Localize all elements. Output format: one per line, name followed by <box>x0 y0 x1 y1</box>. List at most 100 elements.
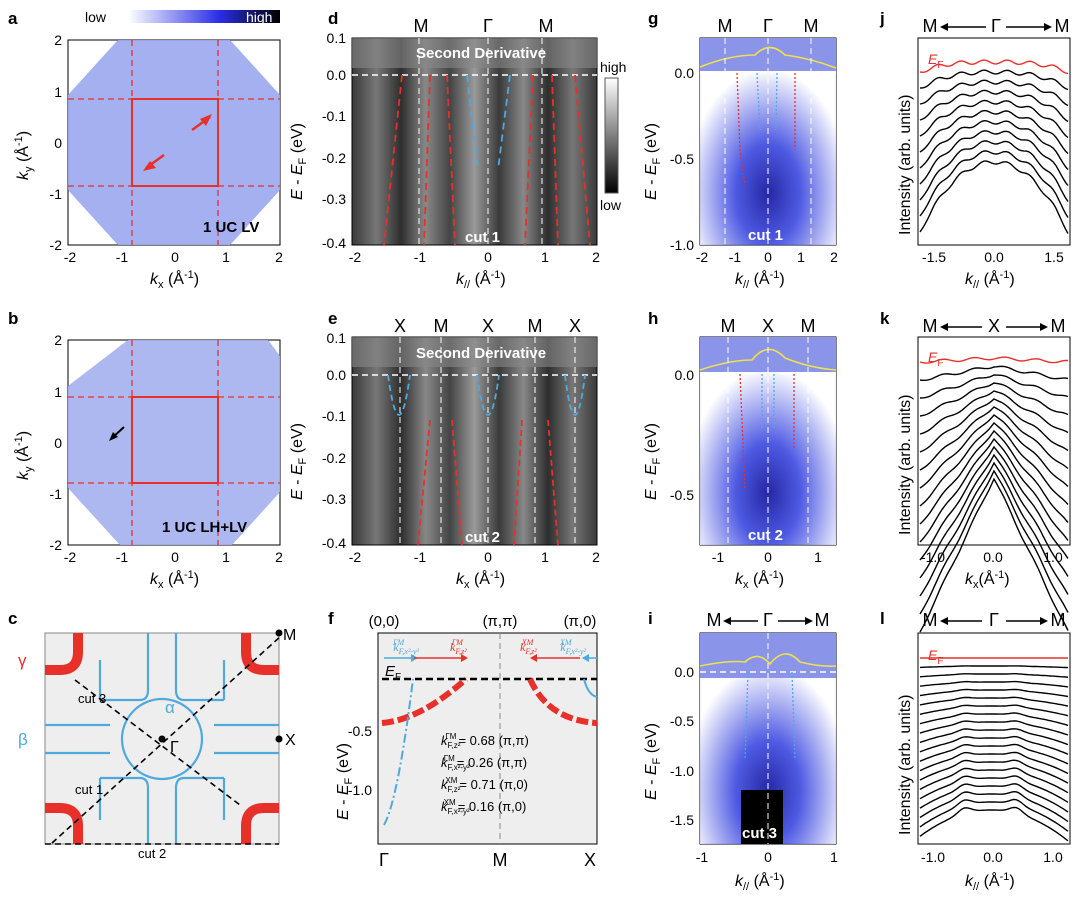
svg-text:-2: -2 <box>696 249 709 265</box>
band-dispersion <box>387 374 586 416</box>
svg-text:-1.0: -1.0 <box>670 237 694 253</box>
mdc-curve <box>919 665 1069 669</box>
svg-text:E - EF (eV): E - EF (eV) <box>643 123 663 200</box>
panel-label: e <box>328 309 337 328</box>
mdc-curve <box>919 437 1069 543</box>
svg-text:1: 1 <box>830 849 838 865</box>
svg-text:M: M <box>804 16 819 36</box>
mdc-curve <box>919 728 1069 746</box>
panel-j: j EF M Γ M -1.5 0.0 1.5 k// (Å-1) Intens… <box>879 9 1071 291</box>
svg-text:-1.0: -1.0 <box>348 782 372 798</box>
svg-text:-2: -2 <box>349 249 362 265</box>
panel-label: c <box>8 609 17 628</box>
y-axis-label: ky (Å-1) <box>13 431 35 480</box>
mdc-curve <box>919 798 1069 832</box>
mdc-curve <box>919 775 1069 803</box>
svg-text:-1.5: -1.5 <box>922 249 946 265</box>
svg-text:-0.4: -0.4 <box>322 535 346 551</box>
svg-text:(0,0): (0,0) <box>369 613 400 630</box>
svg-text:0.1: 0.1 <box>327 330 347 346</box>
svg-text:M: M <box>539 16 554 36</box>
cut-1-line <box>74 679 241 806</box>
svg-text:(π,0): (π,0) <box>564 613 597 630</box>
svg-text:M: M <box>1051 316 1066 336</box>
svg-text:-1.0: -1.0 <box>921 849 945 865</box>
y-ticks: 0.0 -0.5 <box>670 367 694 503</box>
x-ticks: -2 -1 0 1 2 <box>349 249 600 265</box>
svg-text:1: 1 <box>222 249 230 265</box>
svg-text:-1.5: -1.5 <box>670 812 694 828</box>
svg-text:0.0: 0.0 <box>327 67 347 83</box>
mdc-curve <box>919 89 1069 123</box>
svg-text:-1.0: -1.0 <box>921 549 945 565</box>
svg-text:E - EF (eV): E - EF (eV) <box>643 423 663 500</box>
svg-text:M: M <box>801 316 816 336</box>
y-ticks: 0.1 0.0 -0.1 -0.2 -0.3 -0.4 <box>322 30 346 251</box>
mdc-curve <box>919 696 1069 707</box>
svg-text:kF,x²-y²XM= 0.16 (π,0): kF,x²-y²XM = 0.16 (π,0) <box>441 798 526 816</box>
mdc-stack <box>919 356 1069 633</box>
panel-label: a <box>8 9 18 28</box>
svg-text:Γ: Γ <box>763 610 773 630</box>
svg-text:kF,x²-y²ΓM= 0.26 (π,π): kF,x²-y²ΓM = 0.26 (π,π) <box>441 754 527 772</box>
alpha-pocket <box>120 697 204 781</box>
svg-text:-0.5: -0.5 <box>670 713 694 729</box>
panel-label: h <box>648 309 658 328</box>
svg-text:k// (Å-1): k// (Å-1) <box>735 269 785 291</box>
svg-text:M: M <box>528 316 543 336</box>
mdc-curve <box>919 140 1069 202</box>
y-ticks: -0.5 -1.0 <box>348 723 372 798</box>
svg-text:-0.5: -0.5 <box>670 487 694 503</box>
svg-text:-0.2: -0.2 <box>322 450 346 466</box>
point-X-label: X <box>285 732 296 749</box>
panel-label: b <box>8 309 18 328</box>
mdc-curve <box>919 767 1069 794</box>
svg-text:Γ: Γ <box>379 850 389 870</box>
svg-text:0.0: 0.0 <box>984 249 1004 265</box>
svg-text:1: 1 <box>797 249 805 265</box>
svg-text:k// (Å-1): k// (Å-1) <box>735 871 785 893</box>
mdc-curve <box>919 673 1069 678</box>
sample-label: 1 UC LV <box>203 219 259 236</box>
mdc-curve <box>919 783 1069 813</box>
svg-text:1.0: 1.0 <box>1043 849 1063 865</box>
svg-text:2: 2 <box>592 249 600 265</box>
mdc-curve <box>919 109 1069 155</box>
panel-d: d Second Derivative cut 1 high low M Γ M… <box>289 9 626 291</box>
mdc-curve <box>919 374 1069 399</box>
beta-band <box>383 678 414 826</box>
cut-label: cut 3 <box>742 825 777 842</box>
svg-text:-2: -2 <box>50 237 63 253</box>
panel-a: a low high 1 UC LV 2 1 0 -1 -2 -2 -1 0 1… <box>8 9 283 291</box>
svg-text:1: 1 <box>814 549 822 565</box>
mdc-curve <box>919 160 1069 234</box>
svg-text:(π,π): (π,π) <box>483 613 518 630</box>
svg-text:-1: -1 <box>116 249 129 265</box>
svg-text:-2: -2 <box>349 549 362 565</box>
beta-sheet <box>45 633 279 844</box>
svg-text:1: 1 <box>541 549 549 565</box>
panel-label: d <box>328 9 338 28</box>
mdc-curve <box>919 356 1068 364</box>
svg-text:1.5: 1.5 <box>1044 249 1064 265</box>
svg-text:0: 0 <box>171 249 179 265</box>
mdc-curve <box>919 59 1069 75</box>
cut-label: cut 1 <box>465 229 500 246</box>
svg-text:M: M <box>493 850 508 870</box>
y-axis-label: E - EF (eV) <box>289 423 309 500</box>
svg-text:0.0: 0.0 <box>327 367 347 383</box>
svg-text:0.0: 0.0 <box>675 664 695 680</box>
svg-text:-0.2: -0.2 <box>322 150 346 166</box>
y-ticks: 0.0 -0.5 -1.0 <box>670 65 694 253</box>
fermi-surface-map <box>68 340 280 545</box>
svg-text:1: 1 <box>54 384 62 400</box>
svg-text:kx(Å-1): kx(Å-1) <box>965 569 1010 591</box>
mdc-curve <box>919 759 1069 784</box>
mdc-curve <box>919 414 1069 489</box>
svg-text:M: M <box>707 610 722 630</box>
mdc-curve <box>919 119 1069 170</box>
x-axis-label: kx (Å-1) <box>150 269 199 291</box>
svg-text:M: M <box>1051 610 1066 630</box>
svg-text:0: 0 <box>764 549 772 565</box>
